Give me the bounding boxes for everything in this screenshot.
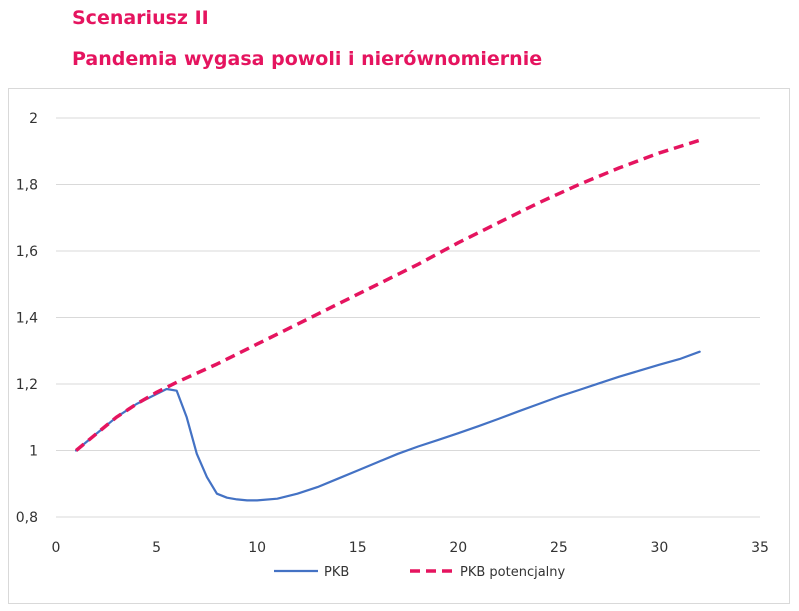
chart-title: Scenariusz II [72, 7, 209, 29]
y-tick-label: 0,8 [16, 510, 38, 526]
x-tick-label: 5 [152, 540, 161, 556]
y-tick-label: 1,6 [16, 244, 38, 260]
y-tick-label: 1,8 [16, 178, 38, 194]
chart-frame [8, 88, 790, 604]
legend: PKB PKB potencjalny [274, 565, 566, 580]
x-tick-label: 30 [651, 540, 669, 556]
legend-label: PKB potencjalny [460, 565, 566, 580]
gridlines [56, 117, 760, 451]
x-tick-label: 35 [751, 540, 769, 556]
x-tick-label: 0 [52, 540, 61, 556]
y-tick-label: 2 [29, 111, 38, 127]
y-axis-ticks: 0,8 1 1,2 1,4 1,6 1,8 2 [16, 111, 38, 526]
chart-subtitle: Pandemia wygasa powoli i nierównomiernie [72, 48, 543, 70]
x-tick-label: 25 [550, 540, 568, 556]
x-tick-label: 10 [248, 540, 266, 556]
x-tick-label: 20 [449, 540, 467, 556]
series-line-pkb-potencjalny [74, 138, 701, 452]
x-tick-label: 15 [349, 540, 367, 556]
series-lines [74, 138, 701, 502]
series-line-pkb [75, 350, 701, 502]
y-tick-label: 1,4 [16, 311, 38, 327]
x-axis-ticks: 0 5 10 15 20 25 30 35 [52, 540, 769, 556]
y-tick-label: 1 [29, 444, 38, 460]
legend-label: PKB [324, 565, 349, 580]
y-tick-label: 1,2 [16, 377, 38, 393]
